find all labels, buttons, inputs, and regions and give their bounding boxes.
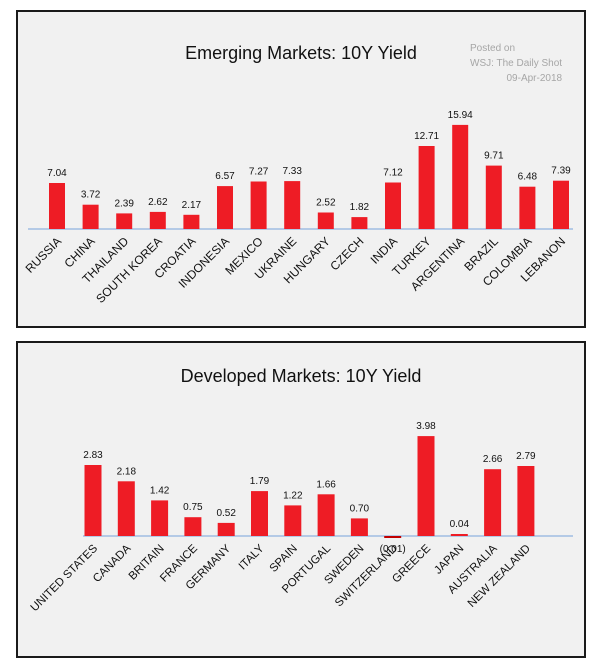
bar [82, 204, 99, 229]
bar [151, 500, 169, 536]
bar [317, 494, 335, 536]
bar [116, 213, 133, 229]
value-label: 7.39 [551, 166, 571, 177]
category-label: NEW ZEALAND [466, 543, 533, 610]
bar [450, 534, 468, 536]
bar [149, 211, 166, 229]
value-label: 7.27 [249, 167, 269, 178]
value-label: 2.79 [516, 451, 536, 462]
category-label: CZECH [327, 234, 366, 273]
bar [49, 183, 65, 229]
value-label: 2.52 [316, 198, 336, 209]
value-label: 1.22 [283, 490, 303, 501]
value-label: 7.33 [282, 166, 302, 177]
value-label: 7.12 [383, 168, 403, 179]
watermark-line-3: 09-Apr-2018 [506, 73, 563, 84]
value-label: 7.04 [47, 168, 67, 179]
value-label: 3.72 [81, 190, 101, 201]
category-label: ITALY [237, 542, 267, 572]
bar [351, 217, 368, 229]
bar [183, 214, 200, 229]
bar [217, 522, 235, 536]
bar [519, 186, 536, 229]
bar [184, 517, 202, 536]
bar [284, 181, 301, 229]
bar [250, 181, 267, 229]
value-label: 1.82 [350, 202, 370, 213]
value-label: 0.70 [350, 503, 370, 514]
value-label: 2.39 [114, 198, 134, 209]
value-label: (0.01) [380, 544, 406, 555]
watermark-line-2: WSJ: The Daily Shot [470, 58, 563, 69]
watermark-line-1: Posted on [470, 43, 516, 54]
bar [384, 536, 402, 538]
bar [452, 124, 469, 229]
value-label: 2.18 [117, 466, 137, 477]
bar [485, 165, 502, 229]
value-label: 6.48 [518, 172, 538, 183]
bar [84, 465, 102, 536]
value-label: 3.98 [416, 421, 436, 432]
bar [417, 436, 435, 536]
category-label: SPAIN [268, 543, 300, 575]
value-label: 1.66 [316, 479, 336, 490]
bar [418, 146, 435, 229]
value-label: 9.71 [484, 151, 504, 162]
value-label: 2.62 [148, 197, 168, 208]
chart-title: Emerging Markets: 10Y Yield [185, 43, 417, 63]
emerging-markets-panel: 7.04 RUSSIA 3.72 CHINA 2.39 THAILAND 2.62 SOUTH… [16, 10, 586, 328]
bar [553, 180, 569, 229]
value-label: 12.71 [414, 131, 439, 142]
value-label: 6.57 [215, 171, 235, 182]
category-label: RUSSIA [23, 234, 64, 275]
value-label: 2.66 [483, 454, 503, 465]
bar [517, 466, 535, 536]
value-label: 15.94 [448, 110, 473, 121]
bar [484, 469, 502, 536]
value-label: 1.42 [150, 485, 170, 496]
category-label: SWITZERLAND [333, 543, 400, 610]
value-label: 2.83 [83, 450, 103, 461]
value-label: 0.04 [450, 519, 470, 530]
bar [251, 491, 268, 536]
chart-title: Developed Markets: 10Y Yield [180, 366, 422, 386]
bar [117, 481, 135, 536]
value-label: 2.17 [182, 200, 202, 211]
developed-markets-panel: 2.83 UNITED STATES 2.18 CANADA 1.42 BRITAIN 0.… [16, 341, 586, 658]
bar [350, 518, 368, 536]
bar [217, 186, 233, 229]
bar [385, 182, 401, 229]
category-label: UNITED STATES [29, 542, 101, 614]
watermark: Posted on WSJ: The Daily Shot 09-Apr-201… [470, 41, 562, 86]
value-label: 0.75 [183, 502, 203, 513]
bar [284, 505, 302, 536]
bar [317, 212, 334, 229]
value-label: 1.79 [250, 476, 270, 487]
emerging-markets-chart: 7.04RUSSIA3.72CHINA2.39THAILAND2.62SOUTH… [23, 110, 573, 306]
value-label: 0.52 [216, 508, 236, 519]
